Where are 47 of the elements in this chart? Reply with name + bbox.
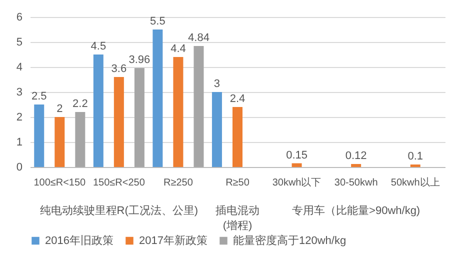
y-tick-label: 1 xyxy=(16,136,22,148)
y-tick-label: 2 xyxy=(16,112,22,124)
data-label: 0.15 xyxy=(286,149,308,162)
data-label: 0.1 xyxy=(408,150,424,162)
x-tick-label: R≥50 xyxy=(226,178,250,188)
bar xyxy=(152,30,163,167)
y-tick-label: 4 xyxy=(16,62,22,74)
data-label: 3.6 xyxy=(111,63,127,75)
x-tick-label: R≥250 xyxy=(164,178,194,188)
x-tick-label: 100≤R<150 xyxy=(34,178,86,188)
bar xyxy=(232,107,242,167)
data-label: 4.4 xyxy=(170,43,186,55)
x-tick-label: 50kwh以上 xyxy=(390,176,440,188)
x-tick-label: 30kwh以下 xyxy=(272,176,322,188)
bar xyxy=(194,46,204,167)
bar xyxy=(34,104,44,167)
data-label: 4.84 xyxy=(188,32,210,44)
x-tick-label: 150≤R<250 xyxy=(92,178,146,188)
legend-label: 2016年旧政策 xyxy=(45,234,114,247)
bar xyxy=(212,92,222,167)
bar xyxy=(75,112,86,167)
data-label: 3 xyxy=(214,78,220,90)
bar xyxy=(114,77,124,167)
bar xyxy=(54,117,65,167)
y-tick-label: 6 xyxy=(16,12,22,24)
text: 纯电动续驶里程R(工况法、公里) xyxy=(40,204,198,217)
bar xyxy=(351,164,362,167)
text: 专用车（比能量>90wh/kg) xyxy=(292,204,420,217)
legend-label: 2017年新政策 xyxy=(139,234,208,247)
data-label: 5.5 xyxy=(150,16,166,28)
data-label: 2 xyxy=(56,103,63,115)
x-tick-label: 30-50kwh xyxy=(334,178,378,188)
bar xyxy=(173,57,184,167)
bar xyxy=(134,68,144,167)
legend-label: 能量密度高于120wh/kg xyxy=(233,234,346,247)
bar xyxy=(93,54,104,167)
data-label: 3.96 xyxy=(128,54,150,66)
y-tick-label: 0 xyxy=(16,162,22,174)
data-label: 2.5 xyxy=(31,90,47,102)
data-label: 2.2 xyxy=(72,98,88,110)
bar xyxy=(292,163,302,167)
y-tick-label: 5 xyxy=(16,36,22,48)
text: 插电混动 (增程) xyxy=(216,204,260,232)
data-label: 0.12 xyxy=(345,150,367,162)
data-label: 4.5 xyxy=(90,40,106,52)
data-label: 2.4 xyxy=(230,93,246,105)
y-tick-label: 3 xyxy=(16,86,22,98)
